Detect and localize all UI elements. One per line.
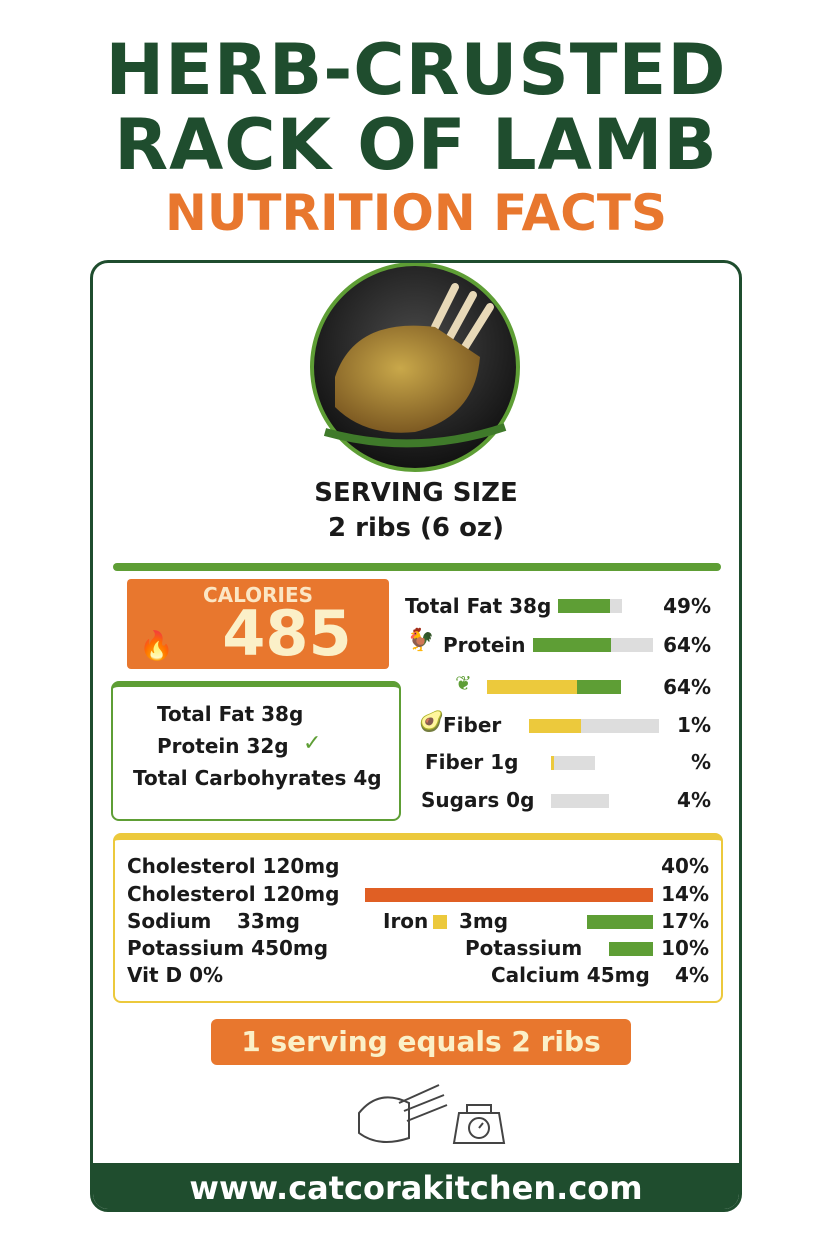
mineral-label: Calcium 45mg xyxy=(491,963,650,987)
bar-percent: % xyxy=(690,750,711,774)
serving-label: SERVING SIZE xyxy=(314,478,518,508)
bar-percent: 49% xyxy=(663,594,711,618)
mineral-percent: 14% xyxy=(661,882,709,906)
summary-item: Protein 32g xyxy=(157,734,289,758)
footer: www.catcorakitchen.com xyxy=(93,1163,739,1209)
bar xyxy=(365,888,653,902)
bar-track xyxy=(487,680,621,694)
mineral-amount: 33mg xyxy=(237,909,300,933)
card: SERVING SIZE 2 ribs (6 oz) CALORIES 485 … xyxy=(90,260,742,1212)
bar-percent: 64% xyxy=(663,633,711,657)
calories-value: 485 xyxy=(222,597,352,670)
calories-label: CALORIES xyxy=(202,583,314,607)
bar xyxy=(587,915,653,929)
bar-label: Fiber 1g xyxy=(425,750,519,774)
mineral-label: Cholesterol 120mg xyxy=(127,882,340,906)
icons xyxy=(358,1084,506,1144)
summary-box: Total Fat 38g Protein 32g ✓ Total Carboh… xyxy=(111,681,401,821)
bar-percent: 1% xyxy=(677,713,711,737)
minerals-box xyxy=(113,833,723,1003)
mineral-percent: 40% xyxy=(661,854,709,878)
mineral-percent: 10% xyxy=(661,936,709,960)
flame-icon: 🔥 xyxy=(139,629,174,662)
bar xyxy=(609,942,653,956)
divider xyxy=(113,563,721,571)
avocado-icon: 🥑 xyxy=(419,709,444,733)
title: HERB-CRUSTED xyxy=(105,29,727,111)
bar-label: Fiber xyxy=(443,713,502,737)
swatch xyxy=(433,915,447,929)
mineral-percent: 4% xyxy=(675,963,709,987)
bar-track xyxy=(558,599,622,613)
bar-track xyxy=(551,756,595,770)
bar-label: Protein xyxy=(443,633,526,657)
chicken-icon: 🐓 xyxy=(407,628,435,653)
dish-photo xyxy=(310,263,520,472)
subtitle: NUTRITION FACTS xyxy=(164,184,668,242)
bar-percent: 64% xyxy=(663,675,711,699)
check-icon: ✓ xyxy=(303,731,322,756)
mineral-label: Potassium xyxy=(465,936,583,960)
mineral-label: Vit D 0% xyxy=(127,963,224,987)
leaf-icon: ❦ xyxy=(455,671,472,695)
mineral-label: Iron xyxy=(383,909,429,933)
bar-track xyxy=(529,719,659,733)
bar-label: Sugars 0g xyxy=(421,788,535,812)
mineral-label: Cholesterol 120mg xyxy=(127,854,340,878)
bar-track xyxy=(533,638,653,652)
summary-item: Total Fat 38g xyxy=(157,702,304,726)
mineral-percent: 17% xyxy=(661,909,709,933)
mineral-label: Potassium 450mg xyxy=(127,936,329,960)
mineral-amount: 3mg xyxy=(459,909,509,933)
calories-box: CALORIES 485 🔥 xyxy=(127,579,389,669)
bar-percent: 4% xyxy=(677,788,711,812)
serving-value: 2 ribs (6 oz) xyxy=(328,513,504,543)
bar-label: Total Fat 38g xyxy=(405,594,552,618)
summary-item: Total Carbohyrates 4g xyxy=(133,766,382,790)
bar-track xyxy=(551,794,609,808)
serving-note: 1 serving equals 2 ribs xyxy=(211,1019,631,1065)
mineral-label: Sodium xyxy=(127,909,212,933)
title: RACK OF LAMB xyxy=(114,104,718,186)
